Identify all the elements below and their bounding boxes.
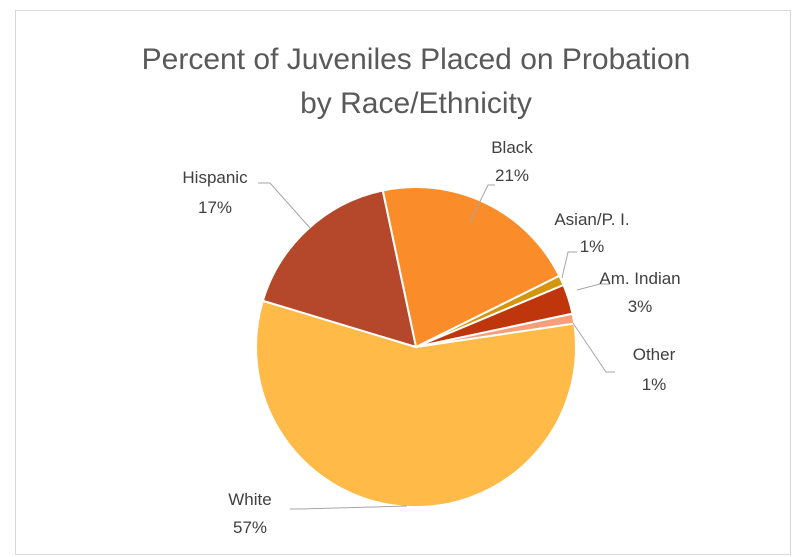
data-label-category: Hispanic [182, 168, 248, 187]
data-labels: Black 21% Asian/P. I. 1% Am. Indian 3% Other 1%… [182, 138, 680, 537]
leader-line [290, 505, 408, 510]
pie-slice-hispanic [261, 189, 418, 349]
data-label-value: 3% [628, 297, 653, 316]
data-label-category: Am. Indian [599, 269, 680, 288]
data-label-value: 1% [642, 375, 667, 394]
leader-line [258, 182, 311, 229]
data-label-value: 21% [495, 166, 529, 185]
leader-line [572, 322, 615, 373]
leader-lines [258, 182, 615, 510]
data-label-category: Other [633, 345, 676, 364]
leader-line [561, 251, 577, 279]
data-label-value: 57% [233, 518, 267, 537]
chart-title-line-2: by Race/Ethnicity [300, 87, 532, 120]
pie-slice-black [381, 186, 561, 349]
data-label-category: Black [491, 138, 533, 157]
leader-line [469, 184, 495, 223]
pie-slices [255, 186, 577, 508]
chart-title-line-1: Percent of Juveniles Placed on Probation [142, 43, 691, 76]
data-label-category: Asian/P. I. [554, 210, 629, 229]
data-label-category: White [228, 490, 271, 509]
data-label-value: 17% [198, 198, 232, 217]
leader-line [576, 283, 610, 291]
data-label-value: 1% [580, 237, 605, 256]
